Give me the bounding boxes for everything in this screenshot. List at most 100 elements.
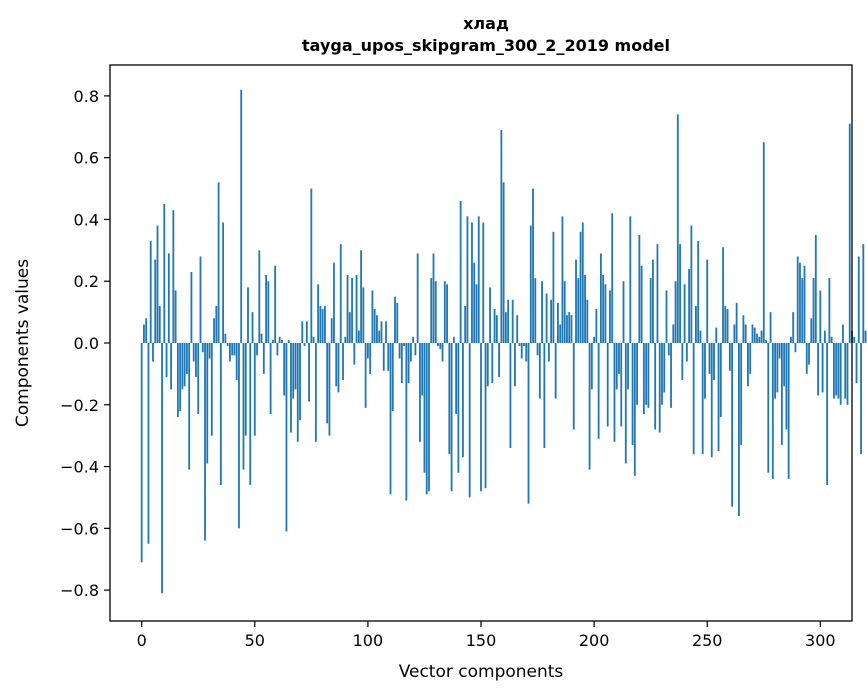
bar-305 — [830, 336, 833, 343]
bar-185 — [559, 324, 562, 343]
bar-37 — [224, 333, 227, 343]
bar-63 — [283, 343, 286, 396]
bar-6 — [154, 259, 157, 343]
bar-47 — [247, 287, 249, 343]
bar-229 — [658, 343, 661, 433]
bar-110 — [389, 343, 392, 495]
bar-317 — [857, 256, 860, 343]
y-tick-label: −0.4 — [60, 458, 99, 477]
bar-283 — [780, 343, 783, 445]
bar-274 — [760, 330, 763, 343]
bar-206 — [606, 343, 609, 427]
bar-50 — [253, 343, 256, 436]
bar-126 — [425, 343, 428, 495]
bar-219 — [636, 343, 638, 405]
bar-60 — [276, 343, 279, 356]
bar-58 — [271, 339, 274, 343]
bar-152 — [484, 343, 487, 489]
bar-231 — [663, 343, 666, 393]
bar-290 — [796, 256, 799, 343]
bar-127 — [428, 343, 430, 492]
bar-247 — [699, 330, 702, 343]
bar-96 — [357, 330, 360, 343]
bar-18 — [181, 343, 184, 390]
x-tick-label: 150 — [466, 631, 497, 650]
bar-208 — [611, 213, 614, 343]
bar-102 — [371, 290, 374, 343]
bar-315 — [853, 336, 856, 343]
bar-153 — [486, 343, 489, 387]
bar-311 — [844, 343, 847, 399]
bar-246 — [697, 241, 700, 343]
bar-19 — [183, 343, 186, 387]
bar-122 — [416, 253, 419, 343]
bar-236 — [674, 281, 677, 343]
bar-68 — [294, 343, 297, 390]
bar-227 — [654, 343, 657, 430]
bar-123 — [419, 343, 421, 442]
bar-200 — [593, 336, 596, 343]
bar-281 — [776, 343, 779, 393]
bar-158 — [498, 343, 500, 377]
bar-187 — [563, 281, 566, 343]
bar-75 — [310, 188, 313, 343]
bar-189 — [568, 312, 571, 343]
bar-250 — [706, 259, 709, 343]
bar-268 — [747, 343, 749, 387]
bar-223 — [645, 343, 648, 405]
bar-125 — [423, 343, 426, 473]
bar-116 — [403, 343, 405, 347]
bar-151 — [482, 222, 485, 343]
bar-4 — [149, 241, 152, 343]
bar-46 — [244, 343, 247, 436]
bar-202 — [597, 343, 600, 439]
bar-45 — [242, 343, 245, 470]
bar-291 — [799, 262, 801, 343]
bar-224 — [647, 343, 650, 408]
bar-165 — [514, 343, 516, 387]
bar-128 — [430, 278, 433, 343]
bar-306 — [833, 343, 835, 399]
bar-72 — [303, 343, 306, 347]
bar-293 — [803, 265, 806, 343]
bar-244 — [692, 343, 695, 455]
bar-232 — [665, 290, 668, 343]
bar-264 — [737, 343, 740, 516]
bar-201 — [595, 309, 598, 343]
bar-280 — [774, 343, 776, 399]
bar-163 — [509, 343, 512, 449]
bar-272 — [756, 333, 758, 343]
bar-115 — [400, 343, 403, 384]
bar-12 — [167, 253, 170, 343]
bar-284 — [783, 343, 786, 387]
bar-120 — [412, 336, 415, 343]
bar-228 — [656, 244, 659, 343]
y-axis: −0.8 −0.6 −0.4 −0.2 0.0 0.2 0.4 0.6 0.8 — [60, 87, 110, 600]
bar-80 — [321, 309, 324, 343]
bar-289 — [794, 343, 797, 353]
bar-204 — [602, 275, 605, 343]
bar-40 — [231, 343, 234, 356]
bar-212 — [620, 343, 623, 427]
bar-195 — [581, 222, 584, 343]
bar-111 — [391, 343, 394, 411]
bar-271 — [753, 327, 756, 343]
bar-260 — [728, 343, 731, 371]
bar-105 — [378, 330, 381, 343]
bar-191 — [572, 343, 575, 430]
bar-135 — [446, 284, 448, 343]
bar-178 — [543, 343, 546, 449]
bar-263 — [735, 302, 738, 343]
bar-56 — [267, 281, 270, 343]
bar-11 — [165, 343, 168, 377]
bar-117 — [405, 343, 408, 501]
bar-186 — [561, 216, 564, 343]
bar-57 — [269, 343, 272, 415]
bar-181 — [550, 299, 553, 343]
bar-182 — [552, 231, 555, 343]
bar-313 — [848, 123, 851, 343]
bar-142 — [462, 343, 464, 458]
bar-147 — [473, 262, 476, 343]
y-tick-label: 0.4 — [74, 210, 99, 229]
bar-237 — [676, 114, 679, 343]
